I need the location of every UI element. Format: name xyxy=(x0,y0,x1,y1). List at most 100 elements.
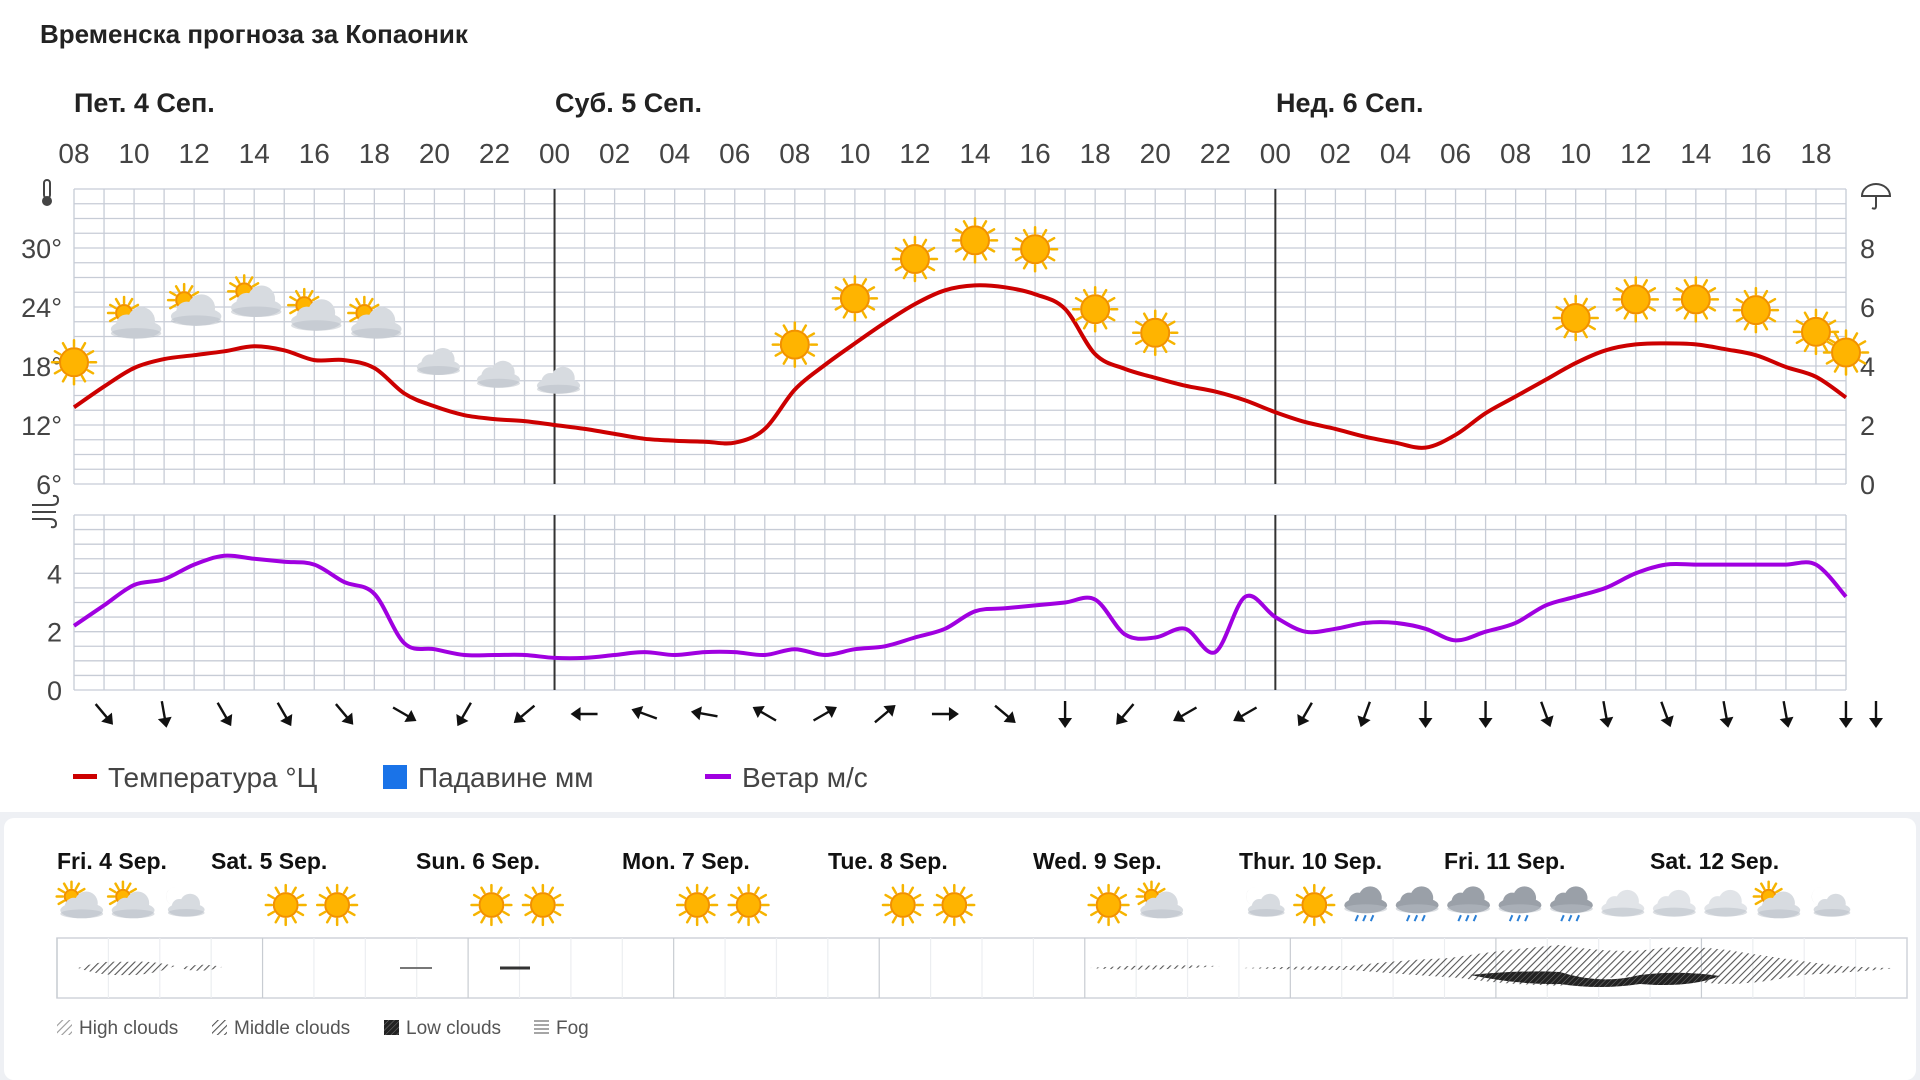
rain-icon xyxy=(1395,886,1439,922)
hour-labels: 08 10 12 14 16 18 20 22 00 02 04 06 08 10 12 14 16 18 20 22… xyxy=(58,138,1831,169)
wind-point xyxy=(1573,594,1578,599)
temperature-point xyxy=(1063,306,1068,311)
wind-arrow-icon xyxy=(1233,706,1258,723)
cloud-icon xyxy=(1704,889,1748,917)
legend-item-temperature[interactable]: Температура °Ц xyxy=(73,762,318,793)
legend-label-wind: Ветар м/с xyxy=(742,762,868,793)
wind-point xyxy=(1483,629,1488,634)
wind-point xyxy=(612,653,617,658)
chart-legend: Температура °Ц Падавине мм Ветар м/с xyxy=(73,762,868,793)
wind-point xyxy=(552,655,557,660)
hour-label: 06 xyxy=(719,138,750,169)
wind-y-axis: 0 2 4 xyxy=(47,559,62,706)
temperature-point xyxy=(1633,342,1638,347)
wind-series xyxy=(72,553,1849,661)
wind-point xyxy=(492,653,497,658)
wind-arrow-icon xyxy=(1779,700,1794,728)
wind-point xyxy=(852,647,857,652)
wind-point xyxy=(1093,597,1098,602)
temperature-point xyxy=(1033,292,1038,297)
temperature-point xyxy=(1123,366,1128,371)
cloud-band xyxy=(180,964,222,971)
wind-arrow-icon xyxy=(94,703,113,725)
wind-point xyxy=(1693,562,1698,567)
temperature-point xyxy=(942,288,947,293)
meteogram-day-label: Fri. 4 Sep. xyxy=(57,848,167,874)
cloud-cover-strip xyxy=(56,937,1908,999)
wind-point xyxy=(1123,632,1128,637)
wind-point xyxy=(1183,626,1188,631)
hour-label: 10 xyxy=(118,138,149,169)
wind-point xyxy=(1393,620,1398,625)
hour-label: 00 xyxy=(1260,138,1291,169)
day-labels: Пет. 4 Сеп. Суб. 5 Сеп. Нед. 6 Сеп. xyxy=(74,88,1424,118)
wind-arrow-icon xyxy=(1116,703,1135,725)
cloud-legend-label: Fog xyxy=(556,1018,589,1039)
legend-item-precipitation[interactable]: Падавине мм xyxy=(383,762,593,793)
cloud-legend-label: High clouds xyxy=(79,1018,178,1039)
legend-item-wind[interactable]: Ветар м/с xyxy=(705,762,868,793)
cloud-band xyxy=(1240,945,1895,986)
y-tick-label-right: 4 xyxy=(1860,352,1875,382)
hour-label: 06 xyxy=(1440,138,1471,169)
sun-icon xyxy=(933,883,976,927)
wind-arrow-icon xyxy=(1173,706,1198,723)
wind-point xyxy=(132,583,137,588)
cloud-legend-item: Low clouds xyxy=(384,1018,501,1039)
wind-point xyxy=(762,653,767,658)
wind-point xyxy=(1844,594,1849,599)
temperature-point xyxy=(1543,377,1548,382)
temperature-point xyxy=(702,439,707,444)
wind-point xyxy=(1663,562,1668,567)
wind-arrow-icon xyxy=(812,705,837,722)
wind-arrow-icon xyxy=(931,707,959,721)
hour-label: 14 xyxy=(1680,138,1711,169)
hour-label: 02 xyxy=(599,138,630,169)
temperature-point xyxy=(672,438,677,443)
meteogram-day-labels: Fri. 4 Sep. Sat. 5 Sep. Sun. 6 Sep. Mon. 7 … xyxy=(57,848,1779,874)
wind-point xyxy=(522,653,527,658)
hour-label: 22 xyxy=(479,138,510,169)
wind-point xyxy=(1153,635,1158,640)
y-tick-label-right: 0 xyxy=(1860,470,1875,500)
temperature-point xyxy=(162,357,167,362)
moon-cloud-icon xyxy=(166,887,205,917)
meteogram-icons xyxy=(55,880,1884,927)
temperature-point xyxy=(1333,426,1338,431)
cloud-band xyxy=(1090,965,1220,970)
wind-arrow-icon xyxy=(874,705,896,724)
meteogram-day-label: Tue. 8 Sep. xyxy=(828,848,948,874)
temperature-point xyxy=(582,426,587,431)
temperature-point xyxy=(882,320,887,325)
forecast-panel xyxy=(0,0,1920,812)
sun-icon xyxy=(1612,276,1660,323)
y-tick-label-right: 6 xyxy=(1860,293,1875,323)
sun-icon xyxy=(1293,883,1336,927)
sun-cloud-icon xyxy=(55,880,104,919)
wind-point xyxy=(1333,626,1338,631)
wind-point xyxy=(1063,600,1068,605)
sun-cloud-icon xyxy=(106,295,162,339)
wind-point xyxy=(372,591,377,596)
temperature-point xyxy=(402,391,407,396)
temperature-point xyxy=(432,404,437,409)
temperature-point xyxy=(282,348,287,353)
wind-arrow-icon xyxy=(1838,701,1853,728)
sun-icon xyxy=(1011,225,1059,273)
sun-icon xyxy=(521,883,565,927)
temperature-point xyxy=(822,363,827,368)
wind-arrow-icon xyxy=(1869,701,1883,728)
temperature-point xyxy=(312,358,317,363)
hour-label: 00 xyxy=(539,138,570,169)
wind-point xyxy=(192,562,197,567)
y-tick-label: 6° xyxy=(36,470,62,500)
weather-icons xyxy=(50,217,1870,413)
cloud-icon xyxy=(1601,889,1645,917)
wind-point xyxy=(162,577,167,582)
y-tick-label: 4 xyxy=(47,559,62,589)
temperature-point xyxy=(1393,440,1398,445)
legend-swatch-temperature xyxy=(73,774,97,779)
hour-label: 20 xyxy=(419,138,450,169)
temperature-point xyxy=(1513,394,1518,399)
